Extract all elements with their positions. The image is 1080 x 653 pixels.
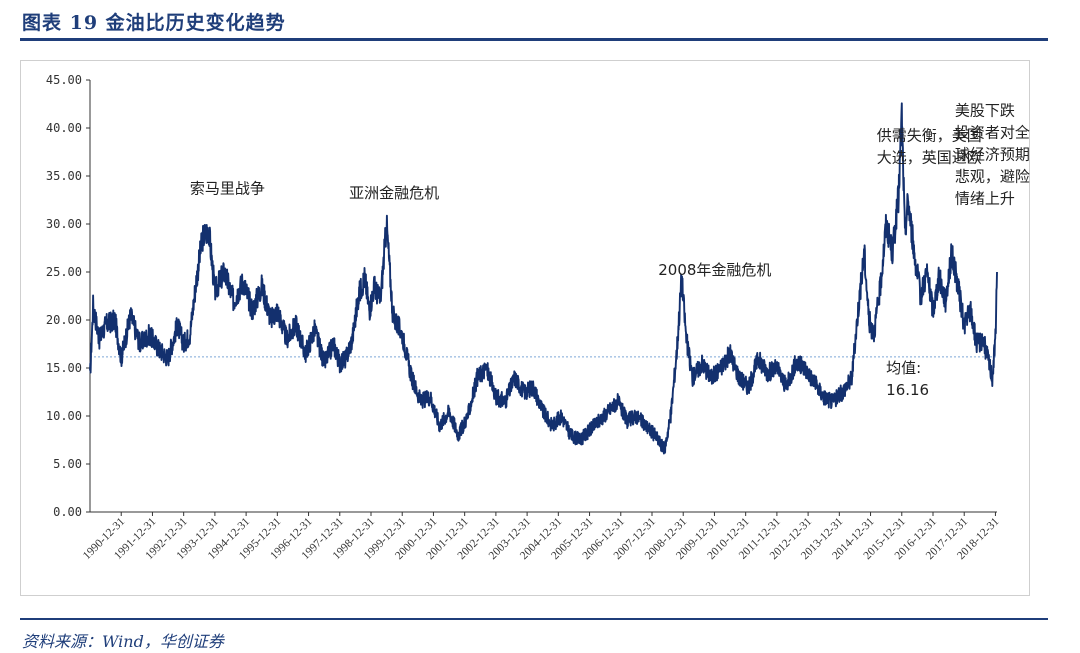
y-tick-label: 40.00 (46, 121, 82, 135)
top-rule (20, 38, 1048, 41)
y-tick-label: 15.00 (46, 361, 82, 375)
annotation-line: 均值: (886, 359, 921, 377)
source-note: 资料来源：Wind，华创证券 (22, 632, 224, 651)
annotation-line: 情绪上升 (955, 190, 1015, 208)
bottom-rule (20, 618, 1048, 620)
annotation-line: 供需失衡，美国 (877, 126, 982, 144)
annotation-line: 大选，英国退欧 (877, 148, 982, 166)
y-tick-label: 20.00 (46, 313, 82, 327)
series-line (89, 102, 998, 455)
y-tick-label: 45.00 (46, 73, 82, 87)
annotation-mean: 均值: 16.16 (886, 359, 929, 399)
plot-area (89, 102, 998, 455)
y-tick-label: 10.00 (46, 409, 82, 423)
y-tick-label: 25.00 (46, 265, 82, 279)
y-tick-label: 35.00 (46, 169, 82, 183)
y-tick-label: 0.00 (53, 505, 82, 519)
y-axis: 0.00 5.00 10.00 15.00 20.00 25.00 30.00 35.00 40… (46, 73, 91, 519)
annotation-line: 亚洲金融危机 (349, 184, 439, 202)
annotation-line: 投资者对全 (955, 124, 1030, 142)
annotation-line: 球经济预期 (955, 146, 1030, 164)
figure-title: 图表 19 金油比历史变化趋势 (22, 12, 286, 34)
annotation-line: 16.16 (886, 381, 929, 399)
annotation-line: 美股下跌 (955, 102, 1015, 120)
x-axis: 1990-12-311991-12-311992-12-311993-12-31… (81, 511, 1002, 562)
annotation-line: 索马里战争 (190, 179, 265, 197)
y-tick-label: 5.00 (53, 457, 82, 471)
annotation-somalia: 索马里战争 (190, 179, 265, 197)
annotation-gfc: 2008年金融危机 (658, 261, 771, 279)
y-tick-label: 30.00 (46, 217, 82, 231)
annotation-asia: 亚洲金融危机 (349, 184, 439, 202)
annotation-line: 2008年金融危机 (658, 261, 771, 279)
chart-frame (20, 60, 1030, 596)
annotations: 索马里战争 亚洲金融危机2008年金融危机供需失衡，美国大选，英国退欧美股下跌投资… (190, 102, 1030, 399)
annotation-line: 悲观，避险 (955, 168, 1030, 186)
